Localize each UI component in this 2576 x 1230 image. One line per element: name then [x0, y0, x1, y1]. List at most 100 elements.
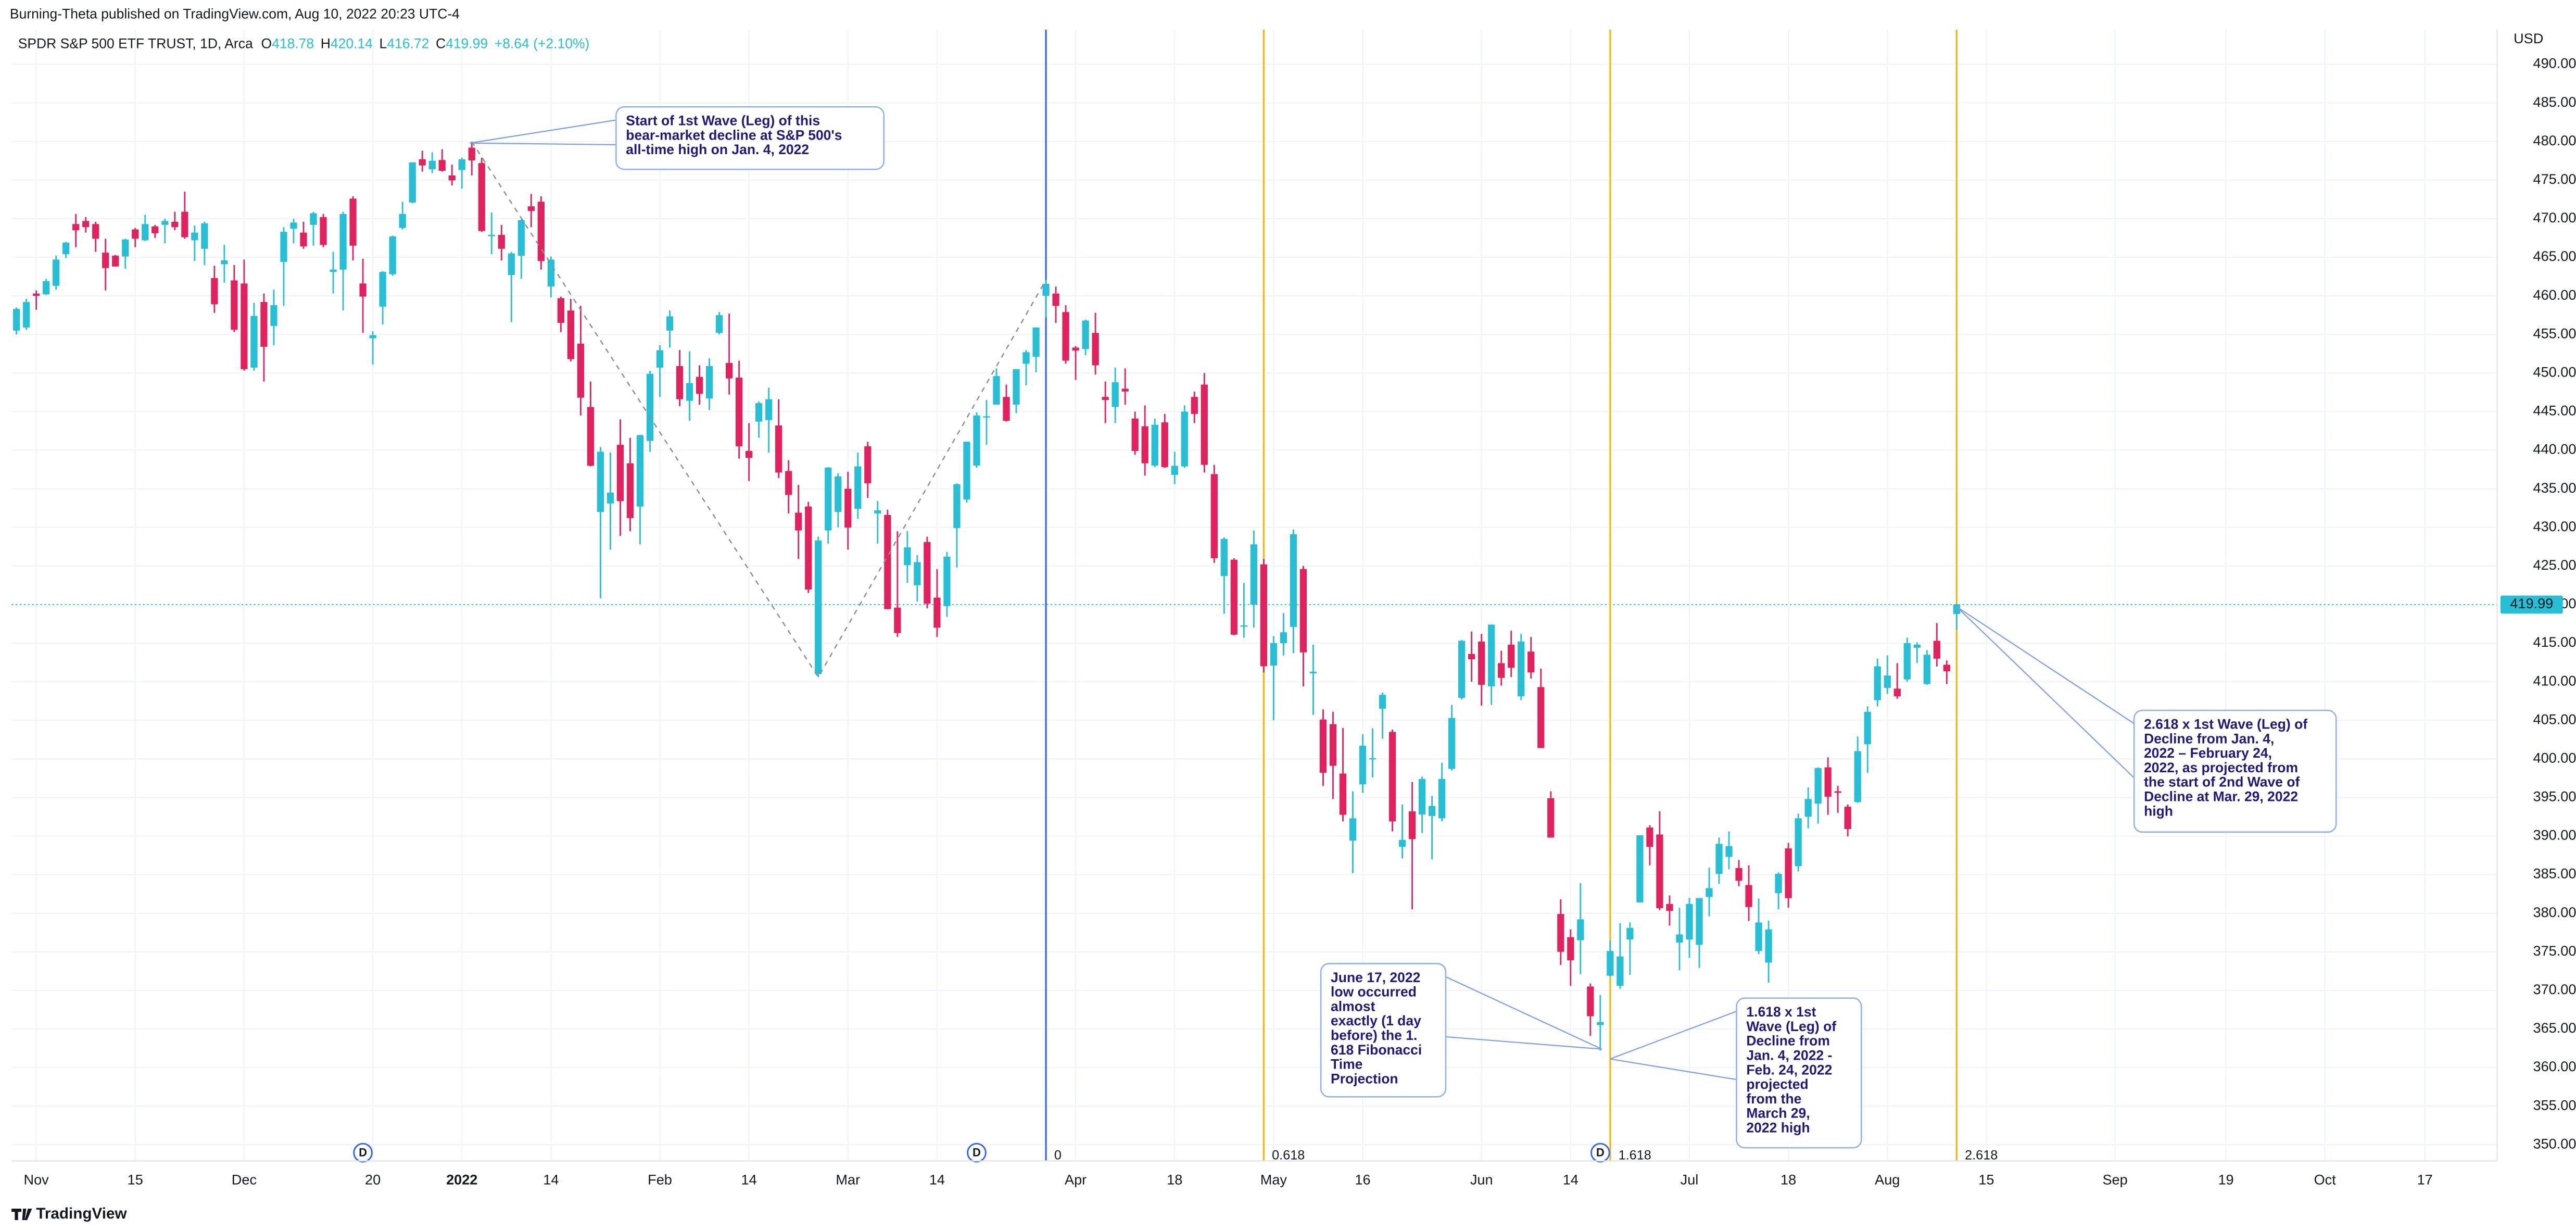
candle-body	[310, 213, 317, 225]
candle-body	[330, 269, 337, 272]
y-tick-label: 360.00	[2533, 1058, 2576, 1074]
candle-body	[666, 316, 674, 331]
dividend-label: D	[1596, 1146, 1605, 1159]
candle-body	[1725, 846, 1733, 857]
candle-body	[1042, 284, 1050, 296]
callout-pointer	[1610, 1010, 1737, 1060]
candle-body	[1607, 951, 1614, 976]
candle-body	[894, 607, 901, 633]
candle-body	[1775, 874, 1782, 894]
candle-body	[854, 466, 862, 509]
candle-body	[1201, 384, 1208, 465]
candle-body	[379, 272, 386, 307]
legend-field-value: 420.14	[331, 35, 373, 51]
candle-body	[201, 223, 208, 249]
candle-body	[1418, 779, 1426, 814]
candle-body	[122, 239, 129, 257]
candle-body	[1398, 839, 1406, 847]
candle-body	[419, 159, 426, 166]
y-tick-label: 380.00	[2533, 904, 2576, 920]
candle-body	[646, 373, 654, 441]
candle-body	[221, 260, 228, 265]
y-tick-label: 430.00	[2533, 518, 2576, 534]
candle-body	[72, 224, 80, 231]
callout-text: exactly (1 day	[1331, 1013, 1421, 1028]
y-tick-label: 355.00	[2533, 1097, 2576, 1113]
candle-body	[884, 514, 891, 609]
candle-body	[62, 242, 70, 255]
callout-pointer	[470, 142, 616, 145]
candle-body	[478, 163, 485, 231]
callout-pointer	[1610, 1058, 1737, 1081]
candle-body	[607, 493, 614, 504]
callout-text: bear-market decline at S&P 500's	[626, 127, 842, 143]
x-tick-label: 15	[1978, 1171, 1994, 1187]
candle-body	[1844, 807, 1851, 830]
candle-body	[1151, 424, 1158, 466]
x-tick-label: Mar	[836, 1171, 860, 1187]
dividend-label: D	[973, 1146, 981, 1159]
candle-body	[705, 366, 713, 399]
y-tick-label: 460.00	[2533, 286, 2576, 303]
callout-pointer	[1445, 976, 1602, 1050]
candle-body	[1527, 651, 1535, 673]
candle-body	[1824, 767, 1832, 797]
legend-field-label: L	[380, 35, 387, 51]
candle-body	[43, 281, 50, 295]
callout-text: Decline from Jan. 4,	[2144, 731, 2274, 746]
callout-text: 2.618 x 1st Wave (Leg) of	[2144, 717, 2307, 732]
candle-body	[636, 435, 644, 507]
callout-text: projected	[1746, 1076, 1808, 1092]
callout-text: Decline from	[1746, 1033, 1829, 1049]
time-zone-label: 0.618	[1272, 1148, 1305, 1163]
candle-body	[1547, 798, 1555, 838]
callout-text: from the	[1746, 1091, 1801, 1107]
candle-body	[1676, 934, 1683, 943]
candle-body	[1280, 632, 1287, 643]
candle-body	[1408, 811, 1416, 839]
y-tick-label: 365.00	[2533, 1020, 2576, 1036]
candle-body	[686, 383, 693, 401]
y-tick-label: 490.00	[2533, 55, 2576, 71]
candle-body	[389, 236, 396, 274]
candle-body	[1438, 779, 1446, 819]
y-tick-label: 390.00	[2533, 827, 2576, 843]
candle-body	[725, 363, 733, 379]
candle-body	[1369, 758, 1377, 760]
candle-body	[1537, 687, 1545, 748]
candle-body	[1052, 293, 1059, 306]
candle-body	[983, 416, 990, 418]
x-tick-label: 14	[741, 1171, 757, 1187]
time-zone-label: 1.618	[1619, 1148, 1651, 1163]
y-tick-label: 470.00	[2533, 209, 2576, 225]
candle-body	[1022, 352, 1030, 364]
candle-body	[260, 302, 268, 347]
candle-body	[1488, 624, 1495, 686]
candle-body	[508, 253, 515, 275]
callout-box	[1320, 963, 1447, 1098]
callout-text: Jan. 4, 2022 -	[1746, 1048, 1832, 1063]
x-tick-label: 15	[128, 1171, 143, 1187]
candle-body	[616, 445, 624, 501]
dividend-label: D	[359, 1146, 367, 1159]
callout-pointer	[1445, 1036, 1602, 1050]
legend-change: +8.64 (+2.10%)	[495, 35, 590, 51]
candle-body	[1032, 327, 1040, 357]
candle-body	[1755, 922, 1762, 951]
candle-body	[132, 229, 139, 239]
candle-body	[1626, 927, 1634, 940]
candle-body	[1299, 569, 1307, 652]
candle-body	[1893, 688, 1901, 697]
callout-text: before) the 1.	[1331, 1027, 1417, 1043]
candle-body	[1072, 347, 1079, 351]
last-price-tag	[2500, 595, 2563, 614]
legend-symbol: SPDR S&P 500 ETF TRUST, 1D, Arca	[18, 35, 253, 51]
candle-body	[1696, 898, 1703, 945]
candle-body	[1062, 312, 1069, 361]
callout-box	[2133, 709, 2337, 833]
candle-body	[1884, 675, 1891, 688]
overlay-layer: D D D Start of 1st Wave (Leg) of thisbear-m…	[353, 106, 2337, 1163]
candle-body	[844, 488, 852, 528]
x-tick-label: 18	[1167, 1171, 1182, 1187]
